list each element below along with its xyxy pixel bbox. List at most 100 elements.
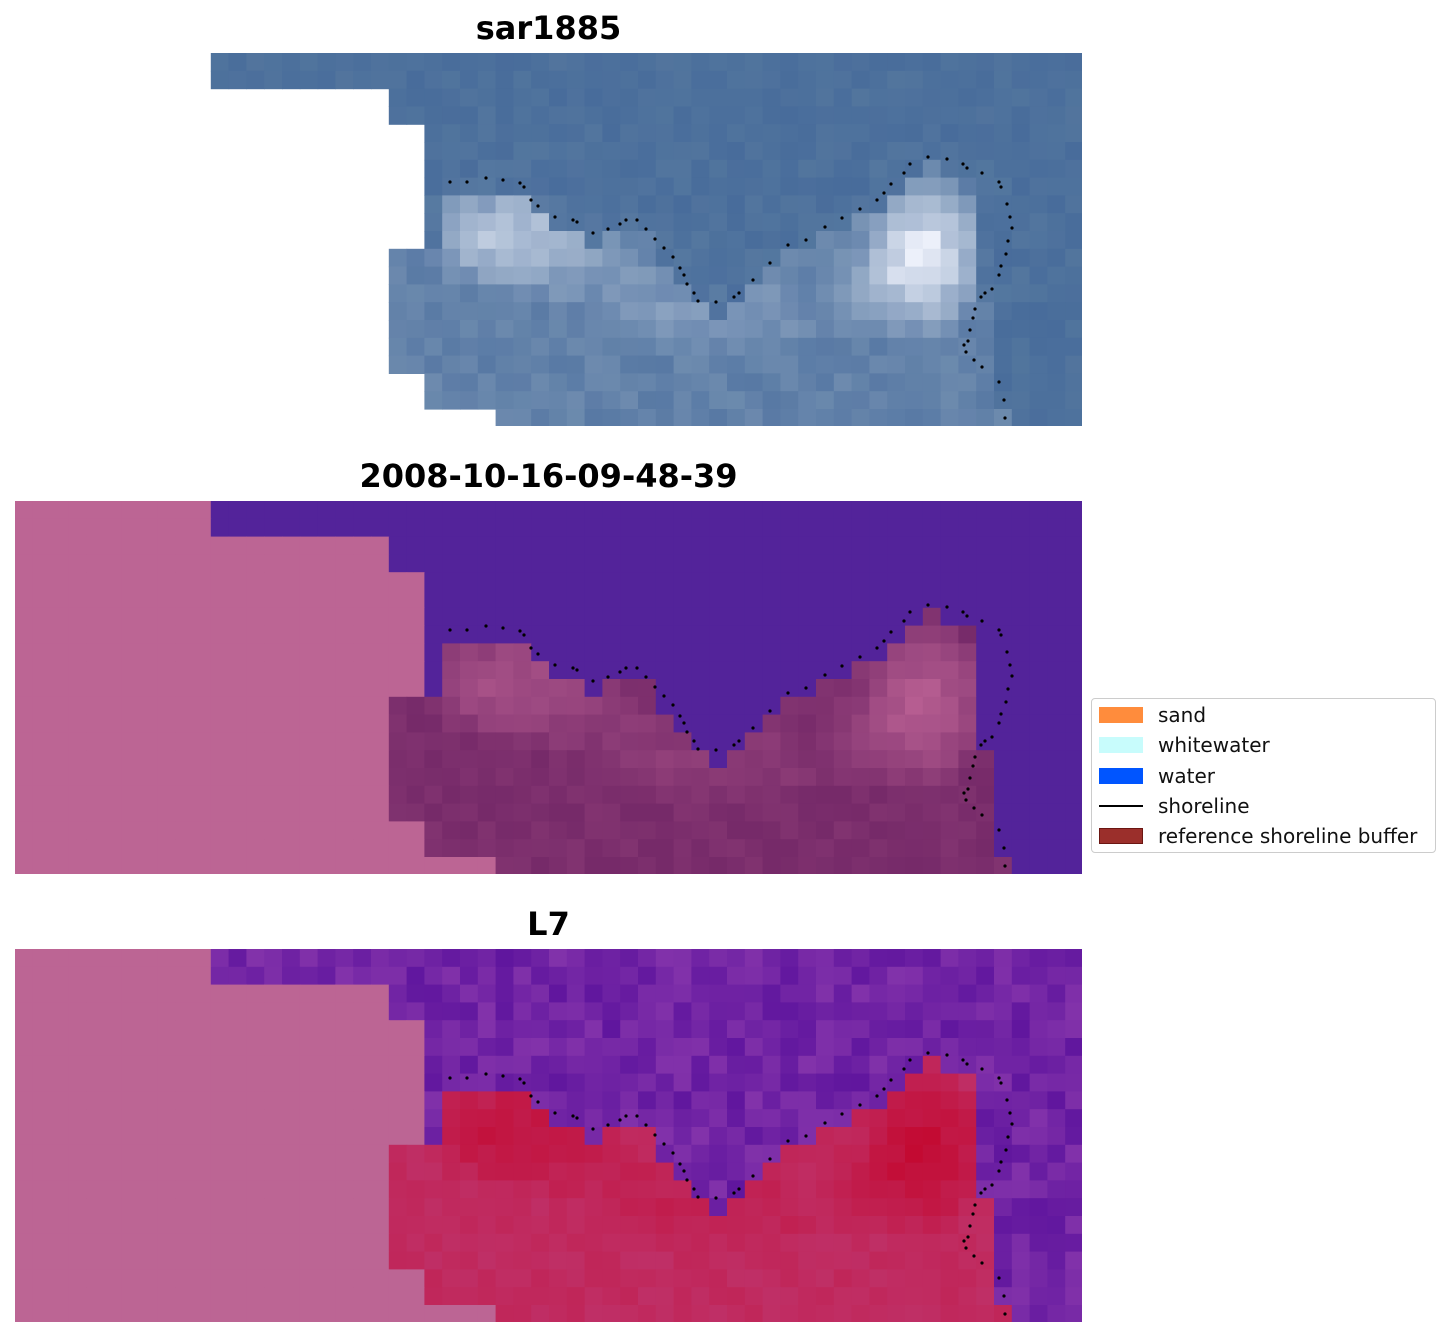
pixel-cell: [584, 1055, 603, 1075]
pixel-cell: [994, 337, 1013, 357]
pixel-cell: [460, 857, 479, 874]
pixel-cell: [549, 1269, 568, 1288]
pixel-cell: [1065, 518, 1082, 538]
pixel-cell: [299, 984, 319, 1003]
pixel-cell: [246, 607, 265, 627]
pixel-cell: [460, 554, 479, 573]
shoreline-point: [908, 610, 912, 614]
pixel-cell: [816, 1269, 835, 1288]
pixel-cell: [994, 1109, 1013, 1128]
pixel-cell: [655, 159, 675, 179]
pixel-cell: [193, 536, 212, 555]
pixel-cell: [460, 750, 479, 769]
pixel-cell: [744, 1002, 764, 1021]
pixel-cell: [531, 106, 550, 125]
pixel-cell: [104, 696, 123, 716]
pixel-cell: [477, 785, 497, 805]
pixel-cell: [531, 391, 550, 410]
pixel-cell: [513, 266, 532, 285]
pixel-cell: [940, 607, 959, 627]
pixel-cell: [317, 607, 336, 627]
pixel-cell: [139, 1198, 158, 1217]
pixel-cell: [139, 768, 158, 787]
shoreline-point: [997, 380, 1001, 384]
pixel-cell: [869, 661, 888, 680]
pixel-cell: [299, 1162, 319, 1181]
pixel-cell: [727, 661, 746, 680]
pixel-cell: [1029, 714, 1048, 733]
pixel-cell: [1047, 857, 1066, 874]
pixel-cell: [1065, 106, 1082, 125]
pixel-cell: [584, 607, 603, 627]
pixel-cell: [477, 1055, 497, 1075]
pixel-cell: [620, 1144, 639, 1164]
pixel-cell: [833, 803, 853, 822]
pixel-cell: [549, 213, 568, 232]
pixel-cell: [139, 1002, 158, 1021]
pixel-cell: [1011, 732, 1031, 751]
pixel-cell: [1065, 501, 1082, 520]
pixel-cell: [406, 554, 425, 573]
pixel-cell: [299, 70, 319, 90]
pixel-cell: [638, 643, 657, 662]
pixel-cell: [958, 768, 977, 787]
pixel-cell: [709, 1127, 728, 1146]
pixel-cell: [121, 1305, 141, 1322]
pixel-cell: [958, 590, 977, 609]
pixel-cell: [994, 949, 1013, 968]
pixel-cell: [371, 857, 390, 874]
pixel-cell: [727, 337, 746, 357]
pixel-cell: [602, 696, 621, 716]
pixel-cell: [15, 625, 34, 644]
pixel-cell: [816, 142, 835, 161]
shoreline-point: [804, 686, 808, 690]
shoreline-point: [575, 1116, 579, 1120]
pixel-cell: [869, 159, 888, 179]
pixel-cell: [388, 355, 408, 374]
pixel-cell: [1065, 391, 1082, 410]
shoreline-point: [768, 709, 772, 713]
pixel-cell: [780, 696, 799, 716]
pixel-cell: [193, 501, 212, 520]
pixel-cell: [353, 785, 372, 805]
pixel-cell: [442, 1162, 461, 1181]
pixel-cell: [193, 679, 212, 698]
pixel-cell: [210, 821, 230, 840]
pixel-cell: [549, 1305, 568, 1322]
pixel-cell: [851, 177, 870, 196]
pixel-cell: [32, 857, 52, 874]
pixel-cell: [139, 1109, 158, 1128]
pixel-cell: [584, 949, 603, 968]
pixel-cell: [104, 1162, 123, 1181]
pixel-cell: [584, 501, 603, 520]
pixel-cell: [495, 409, 514, 426]
pixel-cell: [406, 857, 425, 874]
shoreline-point: [671, 703, 675, 707]
shoreline-point: [997, 628, 1001, 632]
pixel-cell: [388, 1180, 408, 1199]
pixel-cell: [638, 501, 657, 520]
pixel-cell: [762, 142, 781, 161]
pixel-cell: [816, 320, 835, 339]
pixel-cell: [1011, 984, 1031, 1003]
pixel-cell: [317, 518, 336, 538]
pixel-cell: [958, 625, 977, 644]
pixel-cell: [744, 213, 764, 232]
pixel-cell: [922, 607, 942, 627]
pixel-cell: [958, 248, 977, 268]
pixel-cell: [798, 1180, 817, 1199]
pixel-cell: [549, 839, 568, 858]
pixel-cell: [15, 1233, 34, 1253]
pixel-cell: [264, 1287, 283, 1306]
pixel-cell: [477, 1180, 497, 1199]
pixel-cell: [371, 518, 390, 538]
shoreline-point: [692, 291, 696, 295]
shoreline-point: [971, 316, 975, 320]
pixel-cell: [833, 518, 853, 538]
pixel-cell: [691, 231, 710, 250]
pixel-cell: [246, 1305, 265, 1322]
pixel-cell: [922, 1073, 942, 1092]
pixel-cell: [228, 518, 247, 538]
pixel-cell: [905, 857, 924, 874]
pixel-cell: [68, 750, 87, 769]
